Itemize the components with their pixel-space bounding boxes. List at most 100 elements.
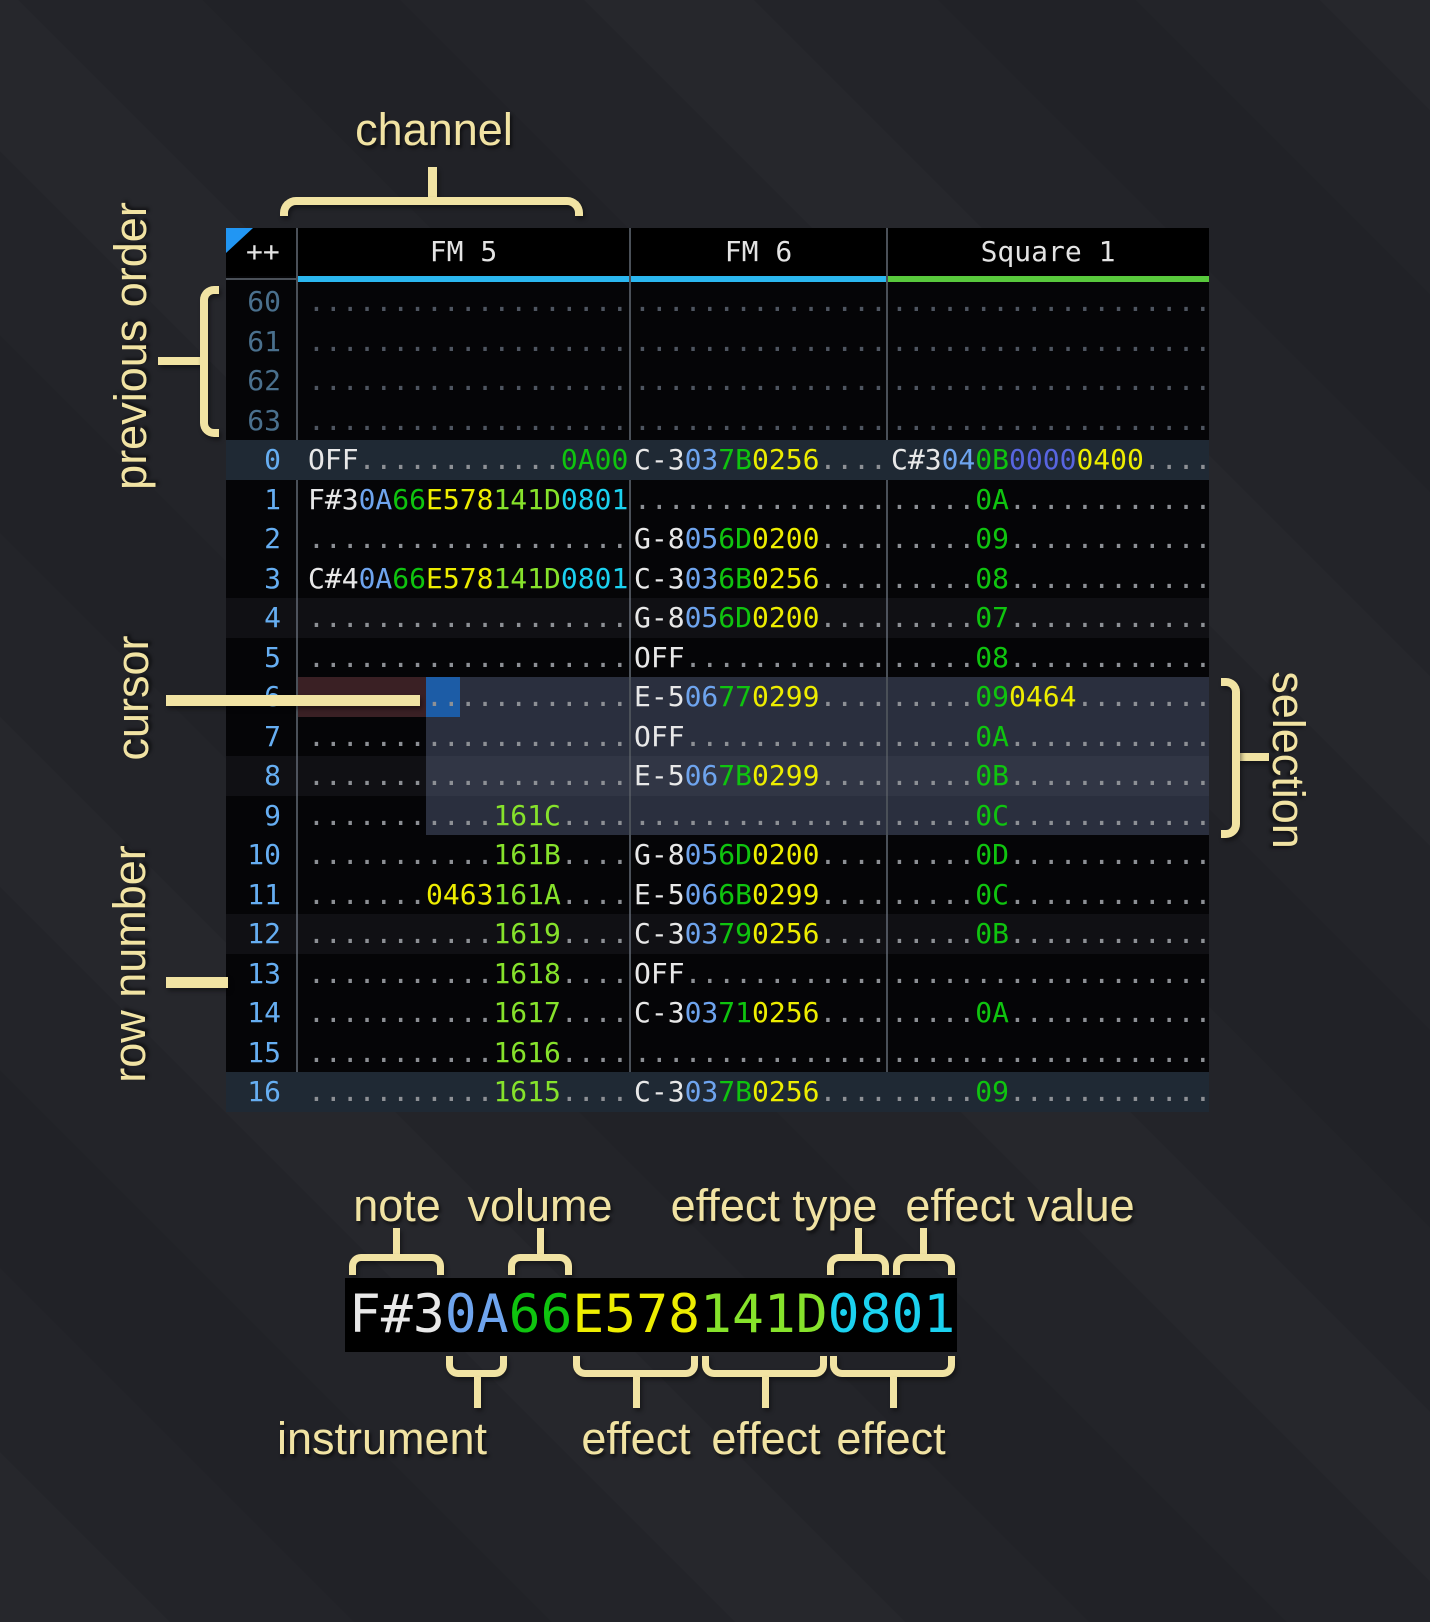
pattern-cell-sq1[interactable]: ................... [887, 401, 1211, 441]
pattern-cell-sq1[interactable]: .....0C............ [887, 796, 1212, 836]
pattern-segment-note: C-3 [634, 1075, 685, 1108]
pattern-segment-fxG: 161A [493, 877, 561, 911]
channel-header-fm5[interactable]: FM 5 [429, 235, 498, 268]
legend-effect1-label: effect [581, 1413, 691, 1464]
pattern-cell-sq1[interactable]: .....090464........ [887, 677, 1212, 717]
order-corner-cell[interactable]: ++ [226, 228, 297, 276]
pattern-segment-vol: 6D [718, 601, 753, 634]
pattern-cell-sq1[interactable]: .....0B............ [887, 914, 1211, 954]
pattern-segment-dot: ..... [891, 877, 976, 911]
pattern-segment-dot: ................... [308, 364, 629, 397]
pattern-cell-fm5[interactable]: C#40A66E578141D0801 [297, 559, 630, 599]
pattern-cell-fm5[interactable]: ...........1616.... [297, 1033, 630, 1073]
pattern-cell-sq1[interactable]: .....0B............ [887, 756, 1211, 796]
pattern-segment-dot: ........ [1076, 680, 1212, 713]
pattern-cell-fm5[interactable]: ...........161C.... [297, 796, 630, 836]
pattern-cell-fm6[interactable]: ............... [630, 1033, 887, 1073]
pattern-cell-fm5[interactable]: ................... [297, 717, 630, 757]
pattern-cell-fm6[interactable]: ............... [630, 282, 887, 322]
pattern-cell-fm6[interactable]: C-3037B0256.... [630, 1072, 887, 1112]
pattern-cell-fm6[interactable]: ............... [630, 401, 887, 441]
pattern-row: 2................... G-8056D0200.........… [226, 519, 1211, 559]
pattern-cell-fm6[interactable]: ............... [630, 322, 887, 362]
pattern-cell-fm5[interactable]: OFF............0A00 [297, 440, 630, 480]
pattern-cell-fm6[interactable]: OFF............ [630, 954, 887, 994]
pattern-cell-fm5[interactable]: ...........1618.... [297, 954, 630, 994]
channel-header-square1[interactable]: Square 1 [980, 235, 1116, 268]
pattern-row: 15 ...........1616.......................… [226, 1033, 1212, 1073]
pattern-segment-dot: ................... [308, 403, 629, 437]
pattern-cell-fm6[interactable]: E-506770299.... [630, 677, 887, 717]
pattern-cell-fm5[interactable]: ...........161B.... [297, 835, 630, 875]
pattern-cell-sq1[interactable]: .....0D............ [887, 835, 1211, 875]
pattern-cell-fm6[interactable]: G-8056D0200.... [630, 835, 887, 875]
pattern-cell-sq1[interactable]: .....09............ [887, 519, 1211, 559]
pattern-segment-vol: 09 [975, 680, 1010, 713]
pattern-row: 3 C#40A66E578141D0801 C-3036B0256.........… [226, 559, 1211, 599]
pattern-cell-fm6[interactable]: ............... [630, 796, 887, 836]
pattern-segment-dot: .... [819, 443, 887, 476]
pattern-cell-fm5[interactable]: ...........1617.... [297, 993, 630, 1033]
pattern-cell-sq1[interactable]: ................... [887, 282, 1211, 322]
pattern-cell-fm5[interactable]: ................... [297, 322, 630, 362]
pattern-cell-sq1[interactable]: .....0C............ [887, 875, 1211, 915]
pattern-cell-fm6[interactable]: OFF............ [630, 717, 887, 757]
pattern-segment-dot: ............ [1009, 482, 1212, 516]
order-corner-label: ++ [246, 235, 280, 268]
cursor-pointer-line [166, 695, 420, 706]
pattern-cell-fm5[interactable]: ................... [297, 598, 630, 638]
pattern-cell-sq1[interactable]: ................... [887, 322, 1211, 362]
pattern-cell-fm6[interactable]: C-3036B0256.... [630, 559, 887, 599]
channel-annotation-label: channel [355, 104, 513, 155]
pattern-cell-fm6[interactable]: ............... [630, 480, 887, 520]
pattern-segment-fxG: 1615 [493, 1075, 561, 1108]
pattern-segment-dot: ..... [891, 759, 976, 792]
pattern-cell-fm5[interactable]: ................... [297, 401, 630, 441]
legend-effect1-bracket [573, 1356, 698, 1377]
pattern-cell-fm5[interactable]: F#30A66E578141D0801 [297, 480, 630, 520]
pattern-cell-fm6[interactable]: C-3037B0256.... [630, 440, 887, 480]
row-number-pointer-line [166, 977, 228, 988]
pattern-cell-sq1[interactable]: ................... [887, 361, 1211, 401]
row-number: 5 [264, 640, 281, 674]
pattern-segment-fxG: 141D [700, 1284, 828, 1345]
pattern-cell-fm6[interactable]: C-303710256.... [630, 993, 887, 1033]
pattern-cell-fm6[interactable]: C-303790256.... [630, 914, 887, 954]
pattern-segment-dot: ............ [1009, 798, 1212, 832]
row-number: 8 [264, 759, 281, 792]
pattern-segment-fxG: 1617 [493, 996, 561, 1029]
pattern-cell-fm6[interactable]: ............... [630, 361, 887, 401]
pattern-cell-sq1[interactable]: .....08............ [887, 559, 1211, 599]
pattern-cell-sq1[interactable]: .....0A............ [887, 717, 1211, 757]
pattern-cell-fm5[interactable]: ...........1619.... [297, 914, 630, 954]
pattern-cell-sq1[interactable]: ................... [887, 954, 1211, 994]
pattern-cell-sq1[interactable]: C#3040B00000400.... [887, 440, 1211, 480]
pattern-cell-fm6[interactable]: G-8056D0200.... [630, 519, 887, 559]
channel-header-fm6[interactable]: FM 6 [724, 235, 793, 268]
pattern-cell-fm5[interactable]: .......0463161A.... [297, 875, 630, 915]
pattern-cell-fm5[interactable]: ................... [297, 519, 630, 559]
selection-bracket-stem [1239, 753, 1269, 761]
pattern-cell-sq1[interactable]: .....08............ [887, 638, 1211, 678]
pattern-cell-fm6[interactable]: OFF............ [630, 638, 887, 678]
pattern-segment-ins: 03 [684, 561, 719, 595]
pattern-cell-sq1[interactable]: .....07............ [887, 598, 1211, 638]
pattern-cell-sq1[interactable]: .....09............ [887, 1072, 1211, 1112]
legend-note-label: note [353, 1180, 441, 1231]
pattern-cell-fm6[interactable]: E-5066B0299.... [630, 875, 887, 915]
pattern-segment-fxY: 0299 [752, 877, 820, 911]
pattern-cell-sq1[interactable]: ................... [887, 1033, 1212, 1073]
pattern-cell-fm5[interactable]: ................... [297, 638, 630, 678]
pattern-cell-sq1[interactable]: .....0A............ [887, 480, 1212, 520]
row-number: 14 [247, 996, 281, 1029]
pattern-cell-sq1[interactable]: .....0A............ [887, 993, 1211, 1033]
pattern-cell-fm6[interactable]: E-5067B0299.... [630, 756, 887, 796]
pattern-segment-note: C-3 [634, 561, 685, 595]
pattern-cell-fm5[interactable]: ................... [297, 361, 630, 401]
pattern-cell-fm5[interactable]: ................... [297, 282, 630, 322]
pattern-cell-fm5[interactable]: ...........1615.... [297, 1072, 630, 1112]
legend-volume-stem [537, 1228, 544, 1256]
pattern-segment-dot: ................... [891, 1035, 1212, 1069]
pattern-cell-fm6[interactable]: G-8056D0200.... [630, 598, 887, 638]
pattern-cell-fm5[interactable]: ................... [297, 756, 630, 796]
